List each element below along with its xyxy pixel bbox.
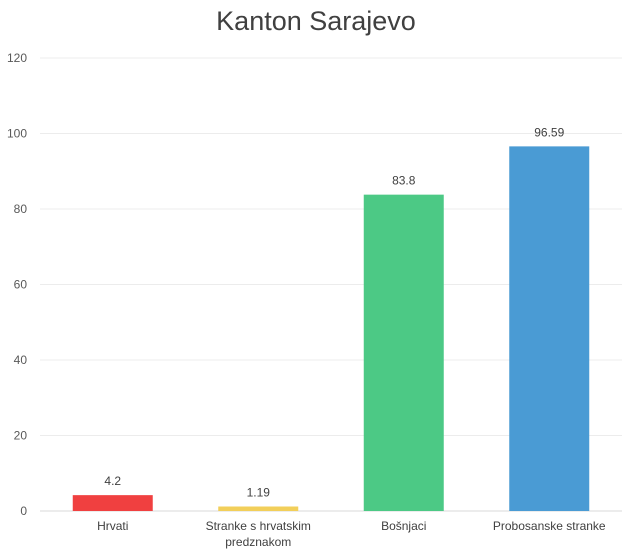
data-label: 96.59: [534, 125, 564, 139]
bar: [72, 495, 153, 511]
x-tick-label: Probosanske stranke: [493, 519, 606, 533]
y-tick-label: 60: [14, 278, 28, 292]
bar: [218, 506, 299, 511]
data-label: 1.19: [247, 486, 271, 500]
y-tick-label: 20: [14, 429, 28, 443]
x-tick-label: predznakom: [225, 535, 291, 549]
data-label: 83.8: [392, 174, 416, 188]
y-tick-label: 40: [14, 353, 28, 367]
y-tick-label: 0: [20, 504, 27, 518]
y-tick-label: 100: [7, 127, 27, 141]
y-tick-label: 120: [7, 51, 27, 65]
data-label: 4.2: [104, 474, 121, 488]
x-tick-label: Stranke s hrvatskim: [206, 519, 311, 533]
x-tick-label: Bošnjaci: [381, 519, 426, 533]
chart-title: Kanton Sarajevo: [216, 6, 416, 36]
bar: [363, 194, 444, 511]
bar: [509, 146, 590, 512]
x-tick-label: Hrvati: [97, 519, 128, 533]
y-tick-label: 80: [14, 202, 28, 216]
